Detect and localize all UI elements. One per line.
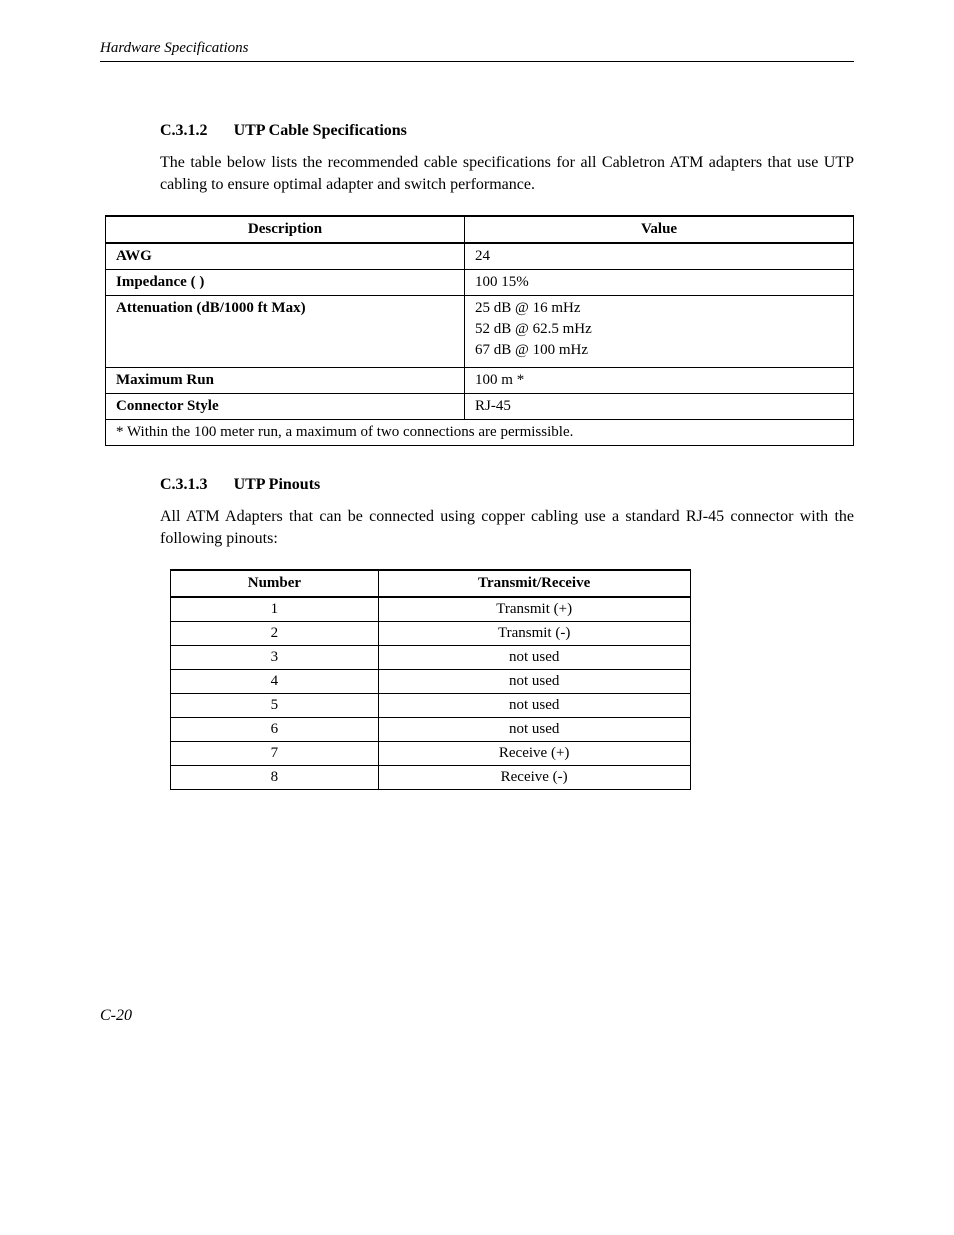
col-tr: Transmit/Receive — [378, 570, 690, 597]
cell-value: 24 — [465, 243, 854, 270]
table-row: 6not used — [171, 717, 691, 741]
cell-number: 4 — [171, 669, 379, 693]
cell-desc: Connector Style — [106, 393, 465, 419]
cell-tr: not used — [378, 693, 690, 717]
cell-desc: Attenuation (dB/1000 ft Max) — [106, 295, 465, 367]
table-row: 4not used — [171, 669, 691, 693]
cell-number: 8 — [171, 765, 379, 789]
att-line: 25 dB @ 16 mHz — [475, 300, 843, 317]
cell-desc: Maximum Run — [106, 367, 465, 393]
cell-number: 1 — [171, 597, 379, 622]
col-value: Value — [465, 216, 854, 243]
table-footnote: * Within the 100 meter run, a maximum of… — [106, 419, 854, 445]
table-header-row: Number Transmit/Receive — [171, 570, 691, 597]
section-title: UTP Pinouts — [234, 476, 321, 493]
cell-desc: Impedance ( ) — [106, 269, 465, 295]
cell-number: 6 — [171, 717, 379, 741]
cell-number: 3 — [171, 645, 379, 669]
table-row: 5not used — [171, 693, 691, 717]
table-row: 7Receive (+) — [171, 741, 691, 765]
section-number: C.3.1.2 — [160, 122, 208, 139]
table-row: Maximum Run 100 m * — [106, 367, 854, 393]
cable-spec-table: Description Value AWG 24 Impedance ( ) 1… — [105, 215, 854, 446]
cell-tr: Transmit (-) — [378, 621, 690, 645]
section-number: C.3.1.3 — [160, 476, 208, 493]
cell-number: 7 — [171, 741, 379, 765]
cell-value: 100 m * — [465, 367, 854, 393]
table-row: Impedance ( ) 100 15% — [106, 269, 854, 295]
cell-tr: not used — [378, 717, 690, 741]
page-number: C-20 — [100, 1007, 132, 1025]
section-paragraph: All ATM Adapters that can be connected u… — [160, 506, 854, 551]
cell-desc: AWG — [106, 243, 465, 270]
table-header-row: Description Value — [106, 216, 854, 243]
table-row: AWG 24 — [106, 243, 854, 270]
section-heading-pinouts: C.3.1.3 UTP Pinouts — [160, 476, 854, 494]
section-heading-cable-spec: C.3.1.2 UTP Cable Specifications — [160, 122, 854, 140]
cell-value: RJ-45 — [465, 393, 854, 419]
table-row: 8Receive (-) — [171, 765, 691, 789]
section-title: UTP Cable Specifications — [234, 122, 407, 139]
cell-tr: not used — [378, 669, 690, 693]
table-row: 1Transmit (+) — [171, 597, 691, 622]
cell-tr: Receive (-) — [378, 765, 690, 789]
table-row: Attenuation (dB/1000 ft Max) 25 dB @ 16 … — [106, 295, 854, 367]
table-row: 2Transmit (-) — [171, 621, 691, 645]
att-line: 52 dB @ 62.5 mHz — [475, 321, 843, 338]
section-paragraph: The table below lists the recommended ca… — [160, 152, 854, 197]
cell-value: 100 15% — [465, 269, 854, 295]
att-line: 67 dB @ 100 mHz — [475, 342, 843, 359]
cell-tr: Transmit (+) — [378, 597, 690, 622]
col-description: Description — [106, 216, 465, 243]
cell-tr: not used — [378, 645, 690, 669]
pinout-table: Number Transmit/Receive 1Transmit (+)2Tr… — [170, 569, 691, 790]
table-footnote-row: * Within the 100 meter run, a maximum of… — [106, 419, 854, 445]
table-row: Connector Style RJ-45 — [106, 393, 854, 419]
cell-number: 2 — [171, 621, 379, 645]
col-number: Number — [171, 570, 379, 597]
cell-number: 5 — [171, 693, 379, 717]
table-row: 3not used — [171, 645, 691, 669]
cell-tr: Receive (+) — [378, 741, 690, 765]
cell-value: 25 dB @ 16 mHz 52 dB @ 62.5 mHz 67 dB @ … — [465, 295, 854, 367]
page-header: Hardware Specifications — [100, 40, 854, 62]
